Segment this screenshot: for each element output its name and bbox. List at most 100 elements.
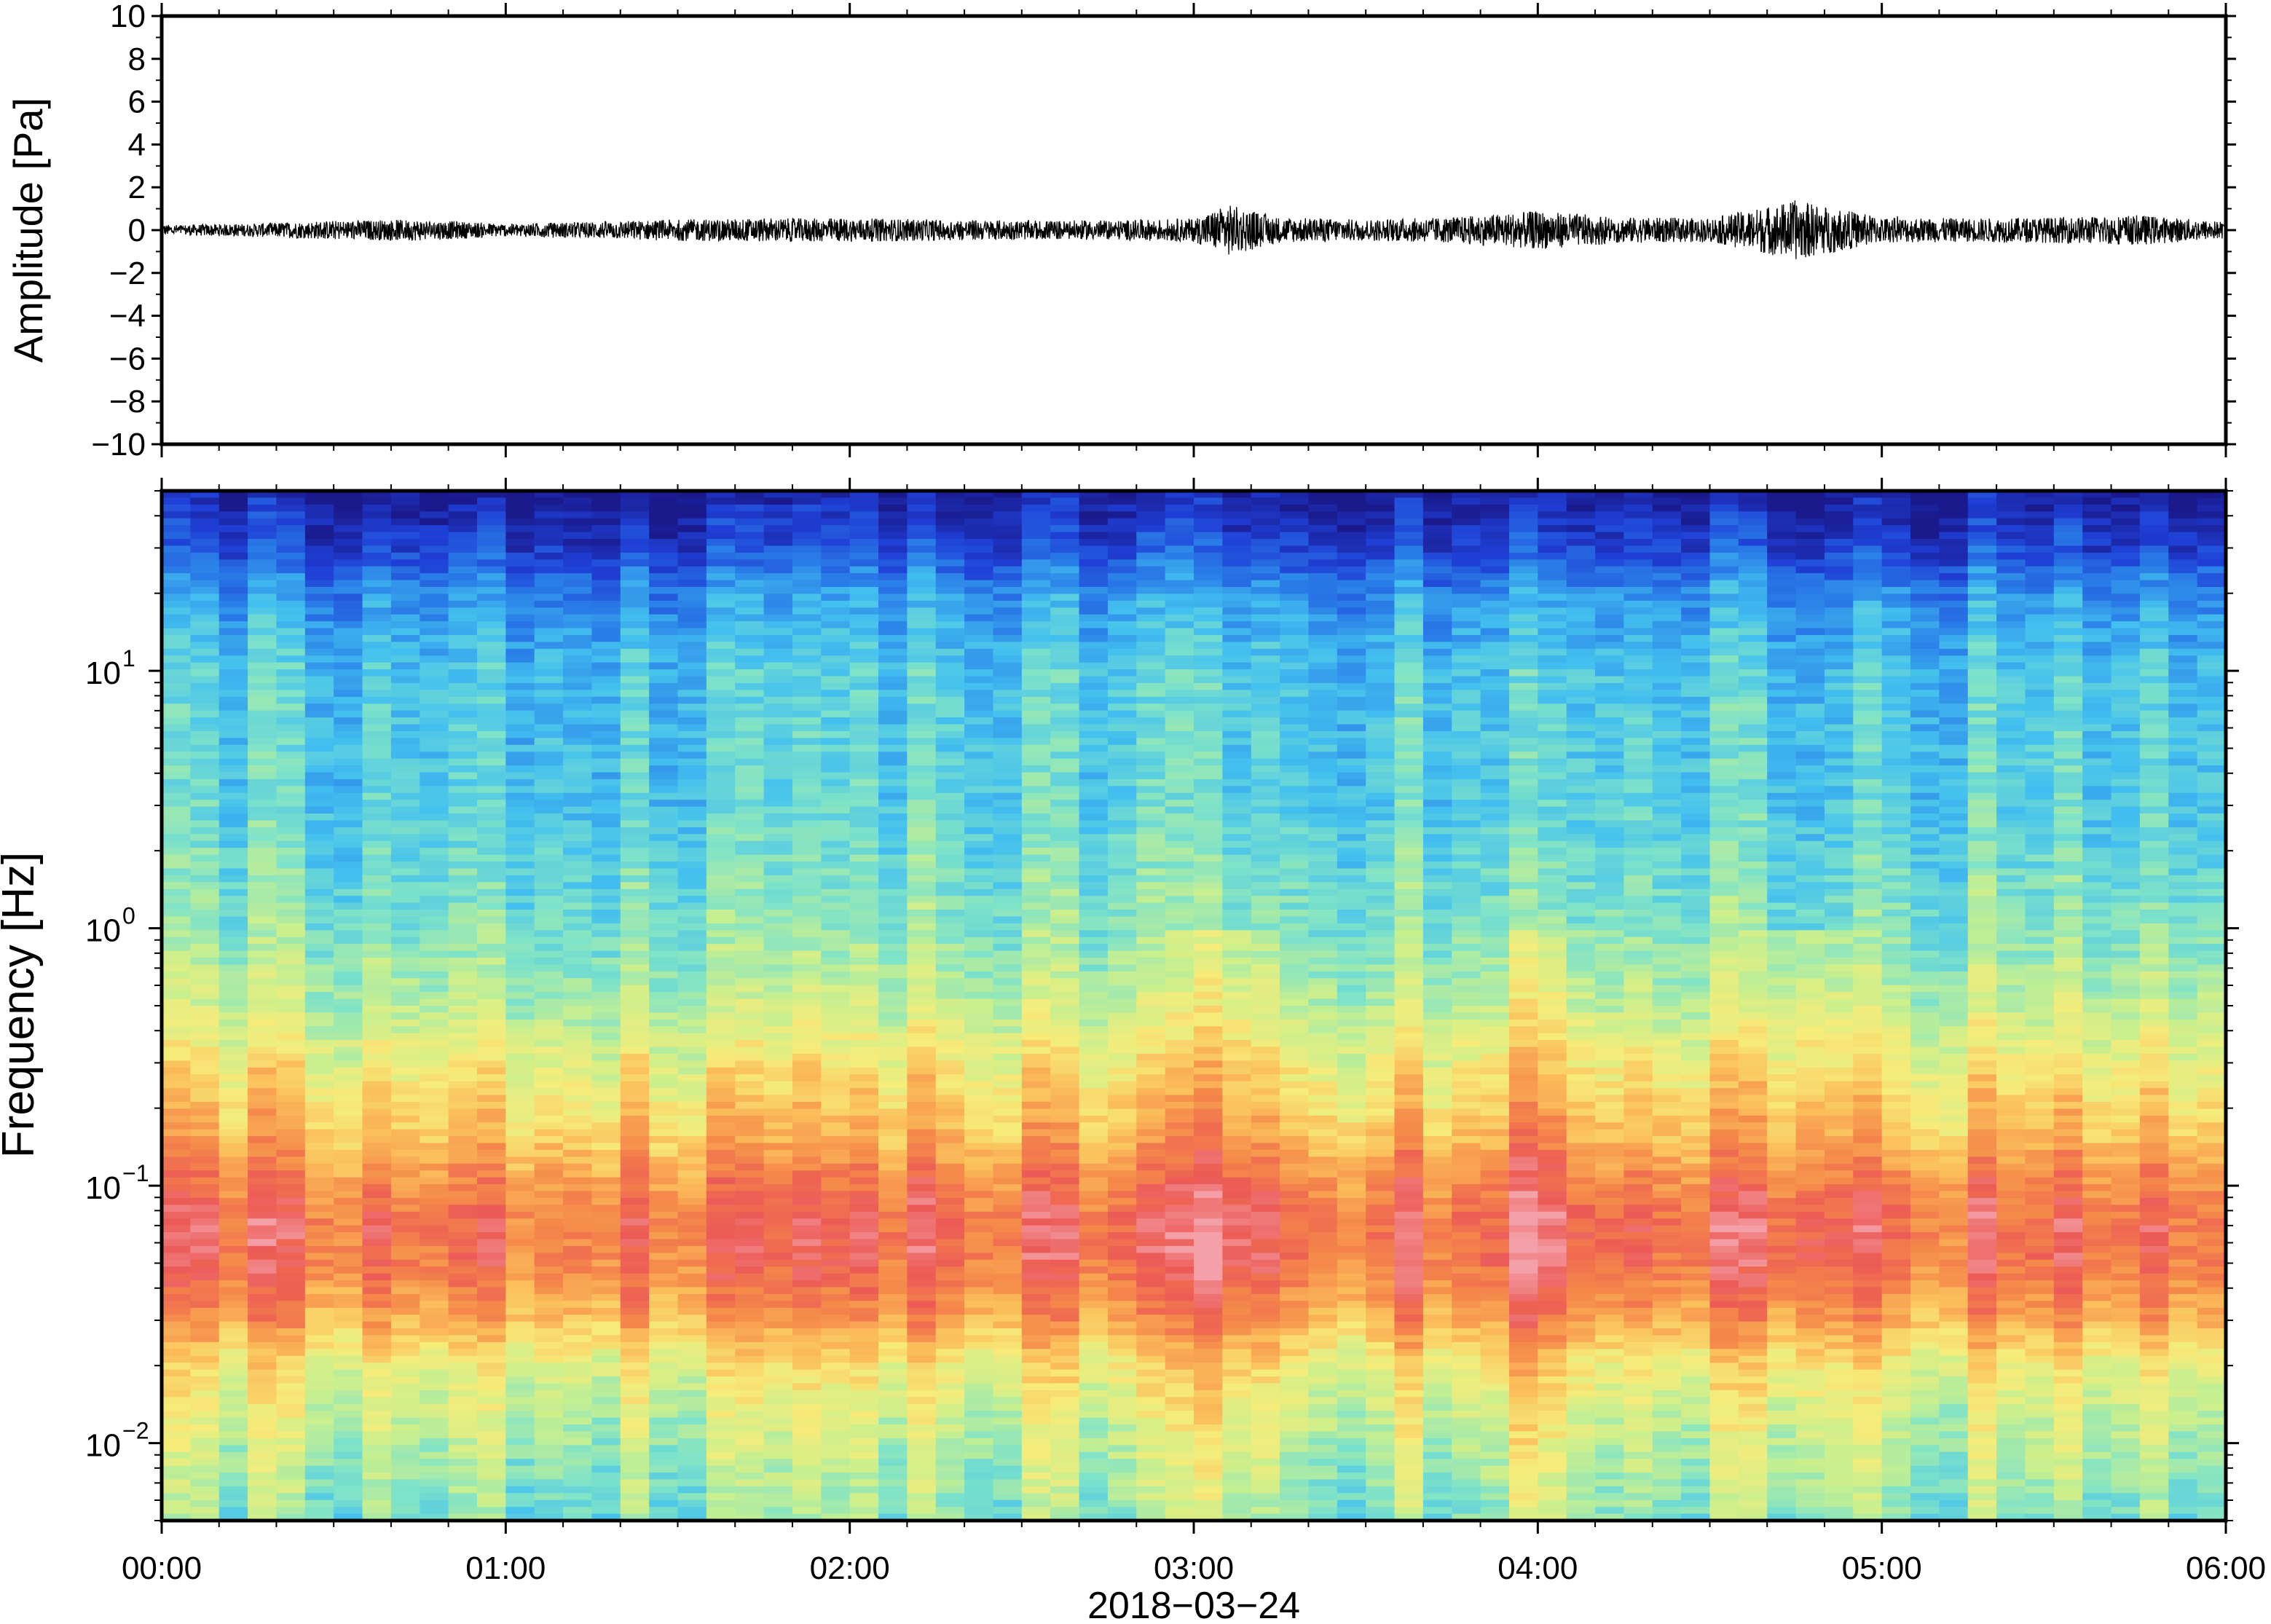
spectrogram-cell	[505, 1301, 535, 1309]
spectrogram-cell	[534, 827, 564, 835]
spectrogram-cell	[534, 682, 564, 691]
spectrogram-cell	[792, 840, 822, 848]
spectrogram-cell	[735, 703, 765, 712]
spectrogram-cell	[735, 827, 765, 835]
spectrogram-cell	[706, 1122, 736, 1130]
spectrogram-cell	[620, 1253, 650, 1261]
spectrogram-cell	[563, 848, 593, 856]
spectrogram-cell	[1050, 717, 1080, 725]
spectrogram-cell	[763, 1451, 793, 1459]
spectrogram-cell	[448, 1177, 478, 1185]
spectrogram-cell	[878, 559, 908, 567]
spectrogram-cell	[993, 896, 1023, 904]
spectrogram-cell	[993, 586, 1023, 595]
spectrogram-cell	[878, 491, 908, 499]
spectrogram-cell	[476, 1095, 507, 1103]
spectrogram-cell	[190, 1431, 220, 1439]
spectrogram-cell	[334, 1040, 363, 1048]
spectrogram-cell	[420, 971, 449, 979]
spectrogram-cell	[1021, 1479, 1051, 1487]
spectrogram-cell	[735, 978, 765, 986]
spectrogram-cell	[878, 1253, 908, 1261]
spectrogram-cell	[821, 1369, 851, 1377]
spectrogram-cell	[935, 998, 965, 1006]
spectrogram-cell	[620, 1341, 650, 1350]
spectrogram-cell	[1079, 586, 1109, 595]
spectrogram-cell	[448, 634, 478, 643]
spectrogram-cell	[390, 1088, 421, 1096]
spectrogram-cell	[763, 1431, 793, 1439]
spectrogram-cell	[706, 1149, 736, 1158]
spectrogram-cell	[162, 1465, 192, 1473]
spectrogram-cell	[534, 1156, 564, 1164]
spectrogram-cell	[964, 1438, 994, 1446]
spectrogram-cell	[190, 786, 220, 794]
spectrogram-cell	[763, 840, 793, 848]
spectrogram-cell	[821, 1197, 851, 1206]
spectrogram-cell	[362, 1033, 392, 1041]
spectrogram-cell	[304, 1465, 334, 1473]
spectrogram-cell	[735, 1012, 765, 1020]
spectrogram-cell	[878, 552, 908, 561]
spectrogram-cell	[677, 682, 707, 691]
spectrogram-cell	[390, 1411, 421, 1419]
spectrogram-cell	[1021, 786, 1051, 794]
spectrogram-cell	[792, 792, 822, 800]
spectrogram-cell	[390, 1060, 421, 1068]
spectrogram-cell	[907, 1403, 937, 1411]
spectrogram-cell	[390, 1101, 421, 1110]
spectrogram-cell	[964, 888, 994, 896]
spectrogram-cell	[334, 552, 363, 561]
spectrogram-cell	[878, 848, 908, 856]
spectrogram-cell	[677, 1438, 707, 1446]
spectrogram-cell	[649, 1122, 679, 1130]
spectrogram-cell	[878, 1293, 908, 1302]
spectrogram-cell	[190, 998, 220, 1006]
spectrogram-cell	[563, 532, 593, 540]
spectrogram-cell	[878, 1136, 908, 1144]
spectrogram-cell	[162, 1301, 192, 1309]
spectrogram-cell	[935, 724, 965, 732]
spectrogram-cell	[907, 1431, 937, 1439]
spectrogram-cell	[505, 985, 535, 993]
spectrogram-cell	[993, 682, 1023, 691]
spectrogram-cell	[1050, 1053, 1080, 1062]
spectrogram-cell	[878, 882, 908, 890]
spectrogram-cell	[993, 958, 1023, 966]
spectrogram-cell	[792, 985, 822, 993]
spectrogram-cell	[649, 1245, 679, 1254]
spectrogram-cell	[219, 1046, 248, 1055]
spectrogram-cell	[821, 573, 851, 581]
spectrogram-cell	[219, 1349, 248, 1357]
spectrogram-cell	[964, 971, 994, 979]
spectrogram-cell	[735, 792, 765, 800]
spectrogram-cell	[448, 525, 478, 533]
spectrogram-cell	[162, 1046, 192, 1055]
spectrogram-cell	[334, 964, 363, 972]
spectrogram-cell	[935, 1156, 965, 1164]
spectrogram-cell	[677, 888, 707, 896]
spectrogram-cell	[821, 820, 851, 828]
spectrogram-cell	[620, 586, 650, 595]
spectrogram-cell	[706, 1280, 736, 1288]
spectrogram-cell	[334, 834, 363, 842]
spectrogram-cell	[792, 937, 822, 945]
spectrogram-cell	[849, 586, 879, 595]
spectrogram-cell	[677, 958, 707, 966]
spectrogram-cell	[1079, 882, 1109, 890]
spectrogram-cell	[248, 902, 278, 910]
spectrogram-cell	[219, 573, 248, 581]
spectrogram-cell	[276, 676, 306, 684]
spectrogram-cell	[505, 1280, 535, 1288]
spectrogram-cell	[964, 696, 994, 705]
spectrogram-cell	[304, 1245, 334, 1254]
spectrogram-cell	[563, 1259, 593, 1268]
spectrogram-cell	[1021, 538, 1051, 547]
spectrogram-cell	[1050, 724, 1080, 732]
spectrogram-cell	[476, 594, 507, 602]
spectrogram-cell	[420, 854, 449, 862]
spectrogram-cell	[190, 779, 220, 787]
spectrogram-cell	[591, 1266, 621, 1274]
spectrogram-cell	[935, 504, 965, 513]
spectrogram-cell	[219, 682, 248, 691]
